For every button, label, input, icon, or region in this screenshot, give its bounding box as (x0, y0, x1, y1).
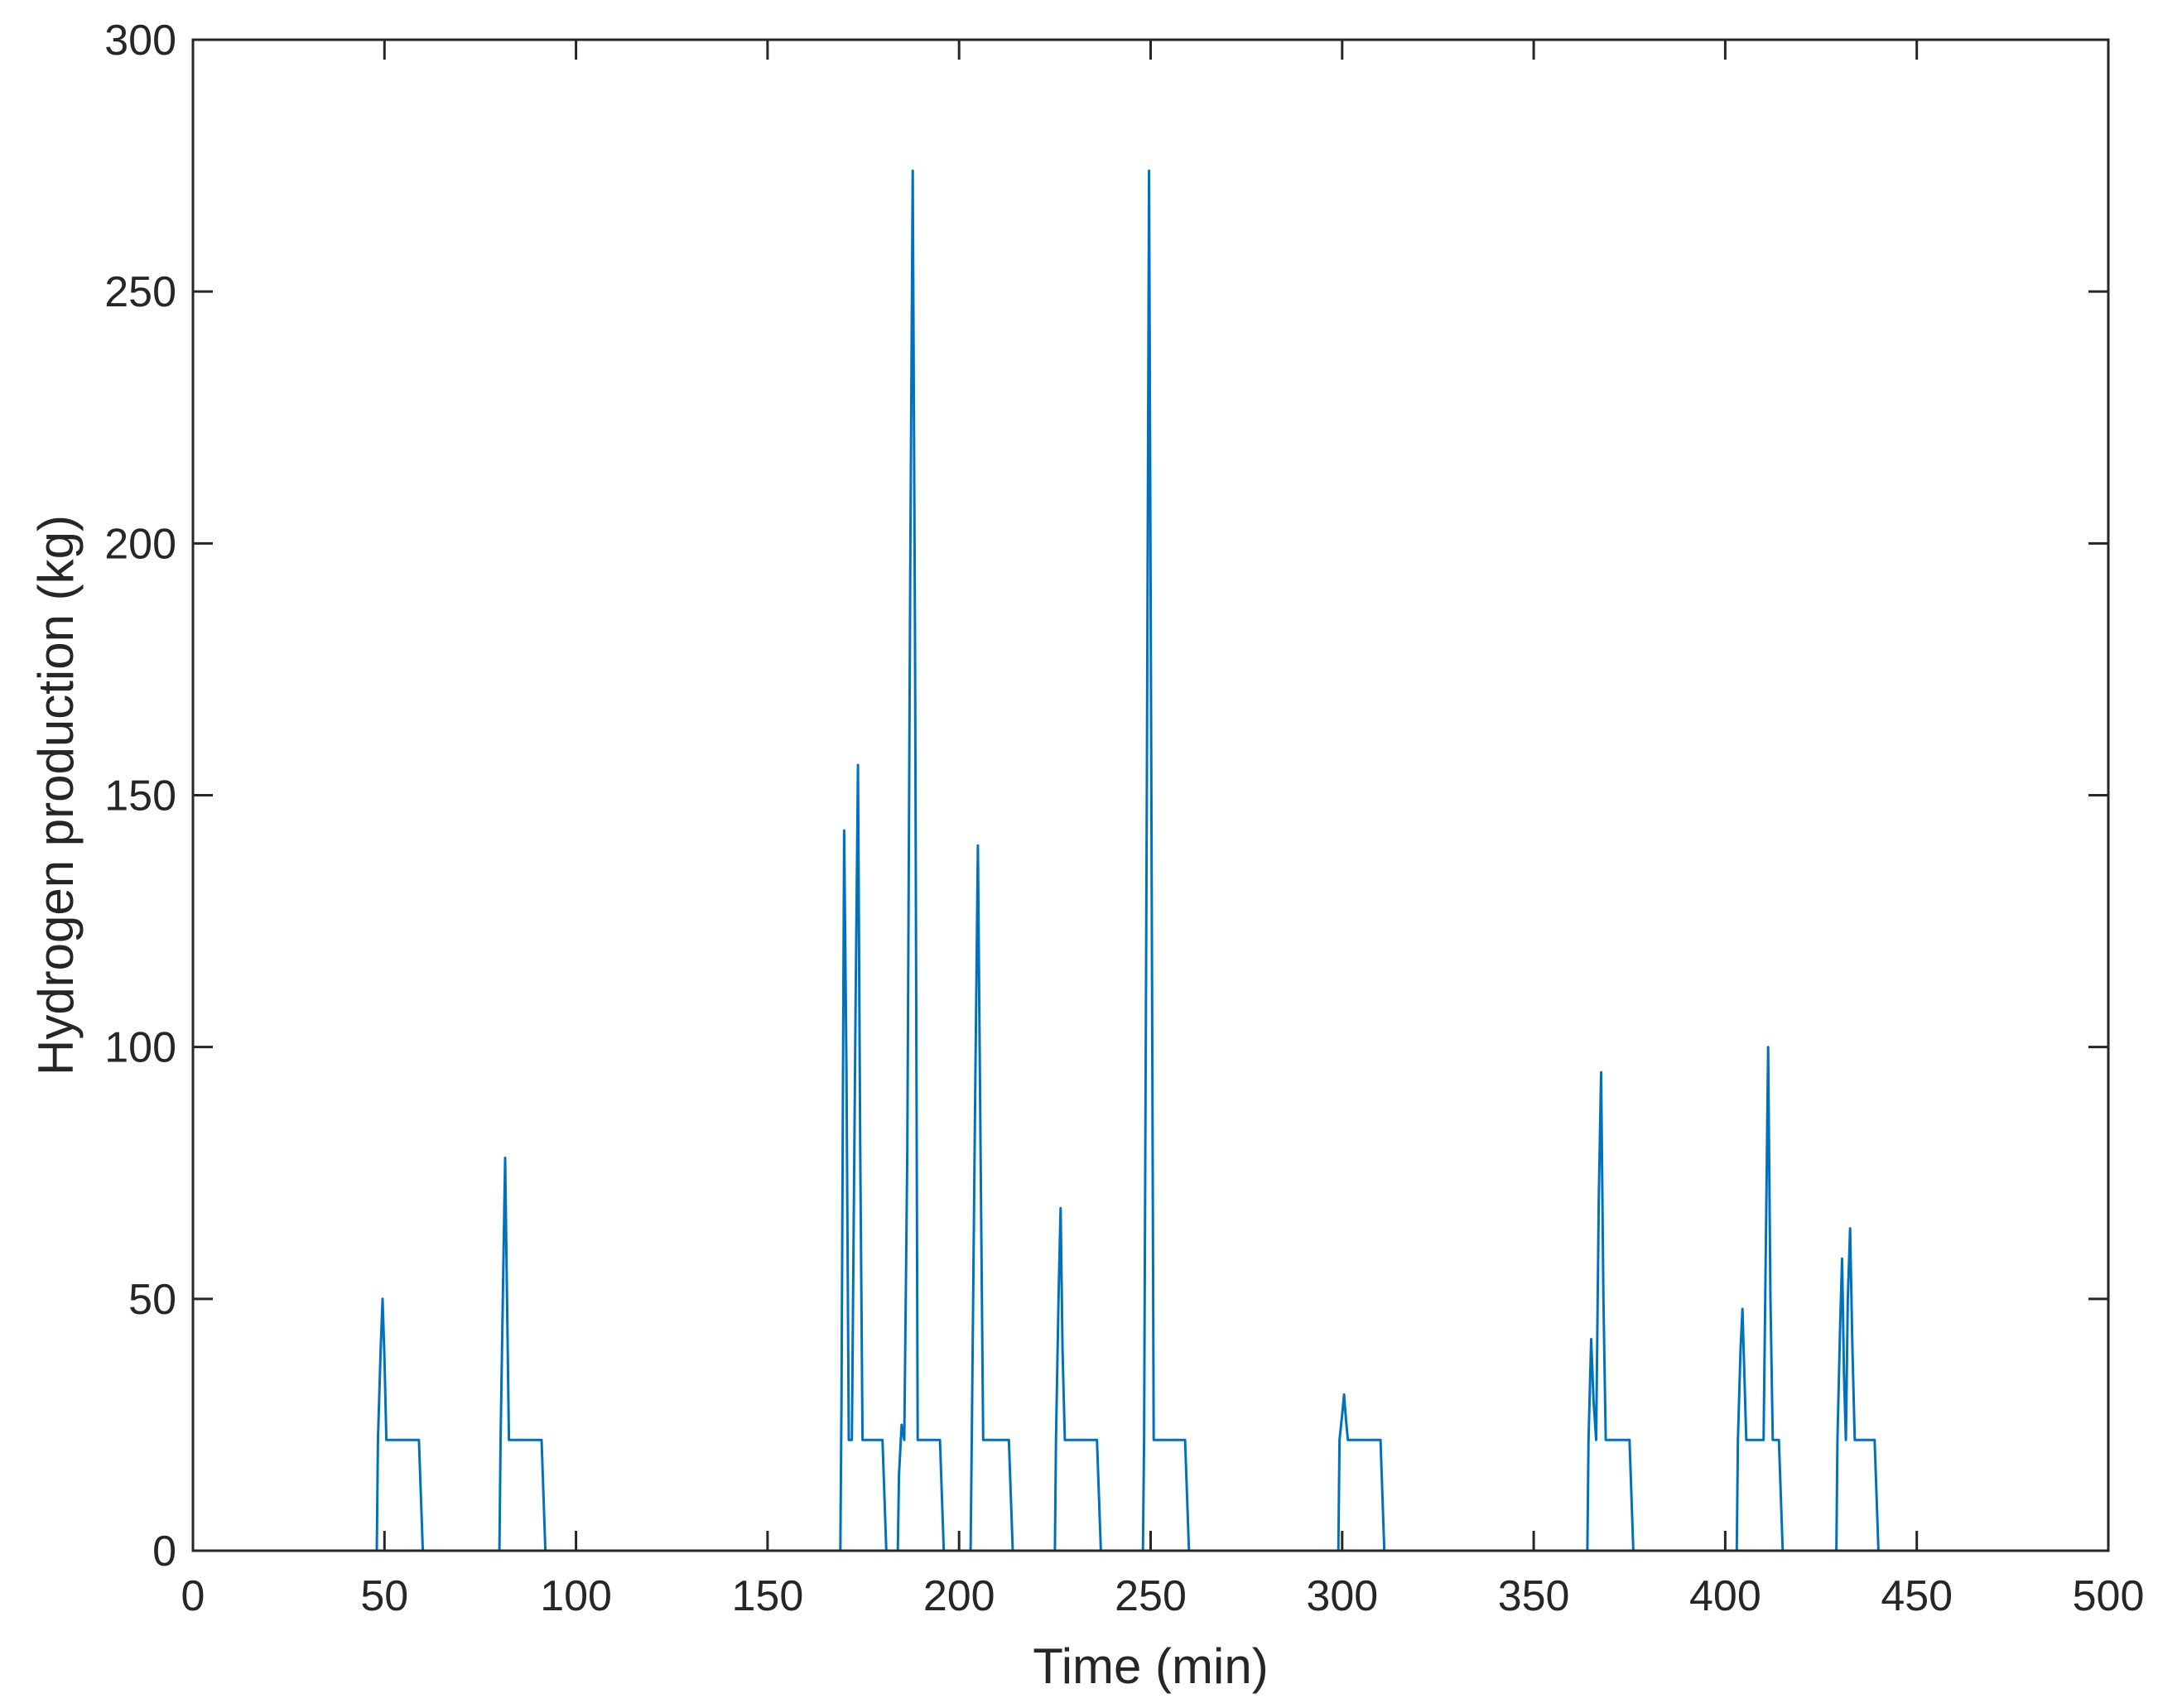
x-tick-label: 200 (923, 1572, 995, 1620)
x-tick-label: 300 (1306, 1572, 1378, 1620)
x-tick-label: 0 (181, 1572, 205, 1620)
y-tick-label: 200 (104, 520, 176, 568)
y-tick-label: 100 (104, 1024, 176, 1072)
y-tick-label: 0 (152, 1528, 176, 1576)
series-line-0 (193, 169, 2108, 1552)
y-tick-label: 150 (104, 772, 176, 820)
y-axis-label: Hydrogen production (kg) (28, 515, 84, 1075)
x-tick-label: 250 (1115, 1572, 1187, 1620)
x-tick-label: 400 (1689, 1572, 1761, 1620)
x-tick-label: 150 (732, 1572, 804, 1620)
x-tick-label: 50 (360, 1572, 408, 1620)
y-tick-label: 50 (128, 1276, 176, 1324)
y-tick-label: 300 (104, 17, 176, 65)
x-tick-label: 450 (1881, 1572, 1953, 1620)
y-tick-label: 250 (104, 268, 176, 316)
x-axis-ticks: 0 50 100 150 200 250 300 350 400 450 500 (181, 40, 2145, 1620)
x-tick-label: 350 (1498, 1572, 1570, 1620)
x-axis-label: Time (min) (1033, 1638, 1268, 1694)
x-tick-label: 500 (2073, 1572, 2145, 1620)
x-tick-label: 100 (540, 1572, 612, 1620)
y-axis-ticks: 0 50 100 150 200 250 300 (104, 17, 2108, 1576)
plot-frame (191, 38, 2110, 1552)
